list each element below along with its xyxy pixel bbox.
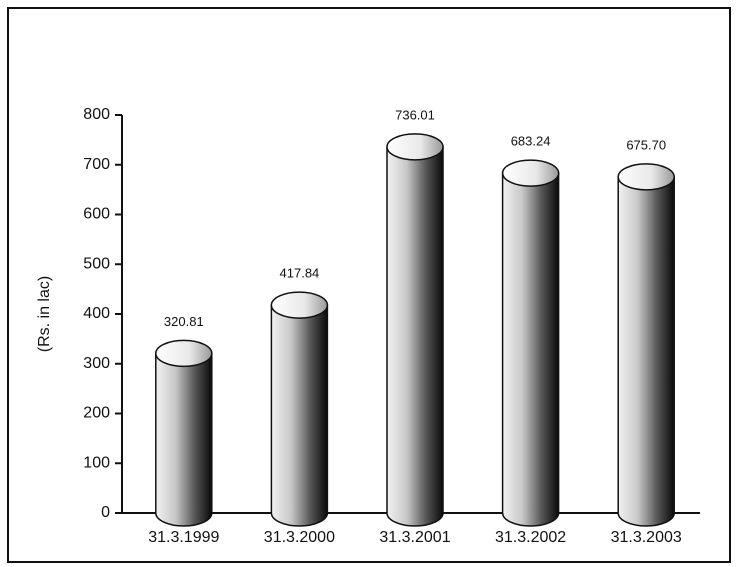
- value-label: 320.81: [164, 314, 204, 329]
- frame: [7, 7, 731, 563]
- y-tick-label: 200: [83, 405, 110, 422]
- y-tick-label: 700: [83, 156, 110, 173]
- bar-top: [386, 133, 444, 161]
- bar: [617, 176, 675, 527]
- bar: [386, 146, 444, 527]
- x-tick-label: 31.3.2003: [611, 529, 682, 546]
- y-tick-label: 300: [83, 355, 110, 372]
- x-tick-label: 31.3.2001: [379, 529, 450, 546]
- y-tick-label: 400: [83, 305, 110, 322]
- y-tick-label: 100: [83, 454, 110, 471]
- value-label: 417.84: [280, 266, 320, 281]
- bar-top: [617, 163, 675, 191]
- bar: [501, 172, 560, 527]
- bar-top: [270, 291, 329, 319]
- y-tick-label: 800: [83, 106, 110, 123]
- y-axis-label: (Rs. in lac): [36, 276, 53, 352]
- y-tick-label: 0: [101, 504, 110, 521]
- bar-top: [155, 339, 213, 368]
- bar: [155, 352, 213, 527]
- x-tick-label: 31.3.1999: [148, 529, 219, 546]
- value-label: 675.70: [626, 137, 666, 152]
- y-tick-label: 500: [83, 255, 110, 272]
- bar: [270, 304, 329, 527]
- x-tick-label: 31.3.2002: [495, 529, 566, 546]
- bar-top: [501, 159, 560, 187]
- x-tick-label: 31.3.2000: [264, 529, 335, 546]
- value-label: 736.01: [395, 107, 435, 122]
- value-label: 683.24: [511, 134, 551, 149]
- y-tick-label: 600: [83, 206, 110, 223]
